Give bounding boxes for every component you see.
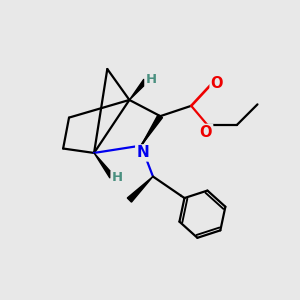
Polygon shape	[141, 115, 163, 146]
Text: N: N	[136, 146, 149, 160]
Polygon shape	[94, 153, 114, 178]
Text: O: O	[200, 125, 212, 140]
Text: H: H	[145, 73, 156, 86]
Polygon shape	[127, 176, 153, 202]
Text: H: H	[112, 172, 123, 184]
Polygon shape	[129, 79, 147, 100]
Text: O: O	[211, 76, 223, 91]
